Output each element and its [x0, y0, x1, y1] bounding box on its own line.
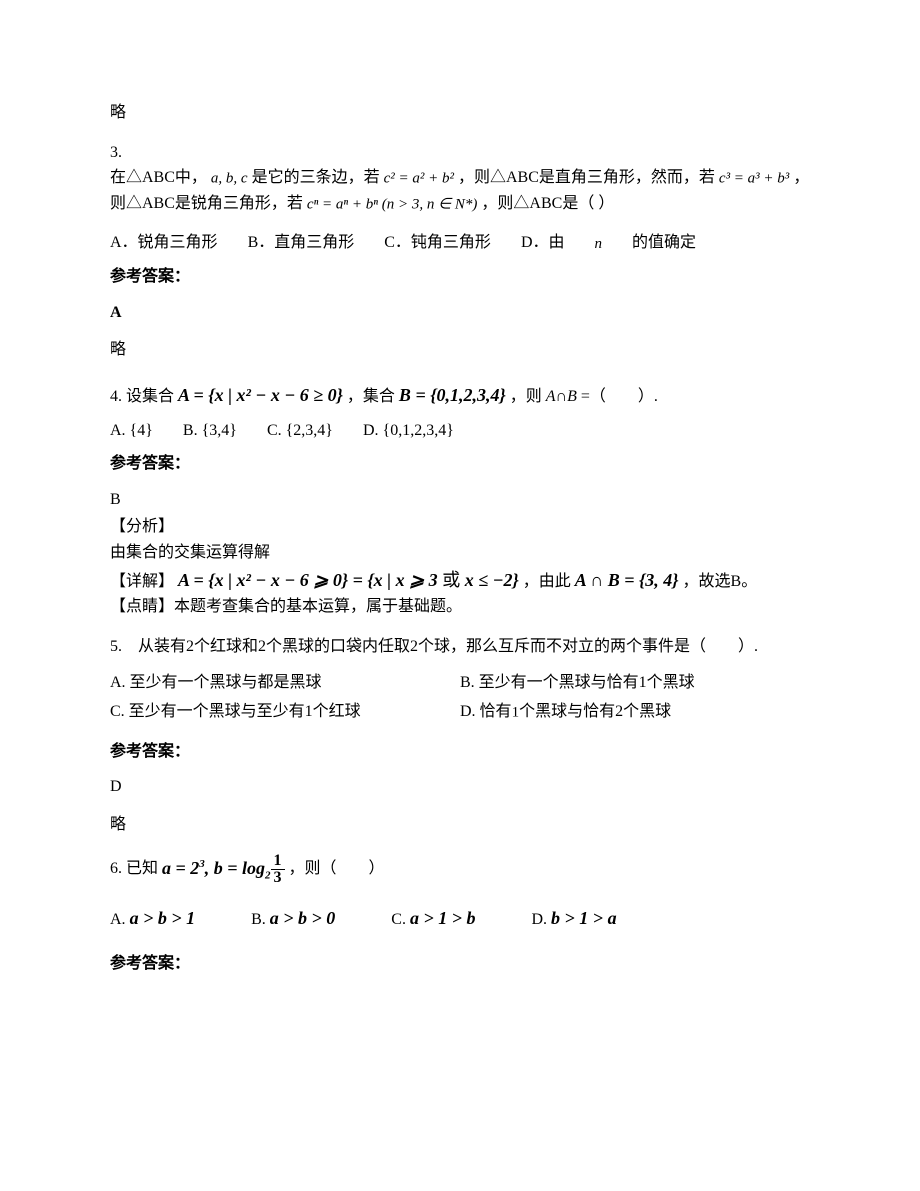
question-4: 4. 设集合 A = {x | x² − x − 6 ≥ 0} ，集合 B = … — [110, 381, 810, 620]
q3-text-c: ，则△ABC是直角三角形，然而，若 — [458, 169, 719, 186]
q5-optD: D. 恰有1个黑球与恰有2个黑球 — [460, 699, 810, 725]
q3-optB: B．直角三角形 — [248, 234, 355, 251]
q3-number: 3. — [110, 140, 810, 166]
q3-optA: A．锐角三角形 — [110, 234, 218, 251]
q6-optC: C. a > 1 > b — [391, 911, 501, 928]
q5-optA: A. 至少有一个黑球与都是黑球 — [110, 670, 460, 696]
formula-c3: c³ = a³ + b³ — [719, 171, 789, 187]
q6-optA: A. a > b > 1 — [110, 911, 221, 928]
q5-optB: B. 至少有一个黑球与恰有1个黑球 — [460, 670, 810, 696]
q6-stem: 6. 已知 a = 23, b = log2 1 3 ，则（ ） — [110, 853, 810, 886]
formula-cn: cⁿ = aⁿ + bⁿ (n > 3, n ∈ N*) — [307, 196, 478, 212]
q4-comment-text: 本题考查集合的基本运算，属于基础题。 — [174, 598, 462, 615]
abc-sides: a, b, c — [211, 171, 248, 187]
q4-options: A. {4} B. {3,4} C. {2,3,4} D. {0,1,2,3,4… — [110, 418, 810, 444]
fraction-one-third: 1 3 — [271, 853, 285, 886]
q3-optD-b: 的值确定 — [628, 234, 696, 251]
q5-number: 5. — [110, 638, 138, 655]
q3-text-a: 在△ABC中， — [110, 169, 207, 186]
q6-text-a: 已知 — [126, 861, 162, 878]
q4-optC: C. {2,3,4} — [267, 422, 333, 439]
q3-stem: 在△ABC中， a, b, c 是它的三条边，若 c² = a² + b² ，则… — [110, 165, 810, 216]
q4-optD: D. {0,1,2,3,4} — [363, 422, 454, 439]
question-6: 6. 已知 a = 23, b = log2 1 3 ，则（ ） A. a > … — [110, 853, 810, 976]
q5-optC: C. 至少有一个黑球与至少有1个红球 — [110, 699, 460, 725]
q6-optB: B. a > b > 0 — [251, 911, 361, 928]
q4-number: 4. — [110, 388, 126, 405]
q5-optD-a: D. 恰有 — [460, 703, 512, 720]
q3-text-b: 是它的三条边，若 — [252, 169, 384, 186]
q4-answer: B — [110, 487, 810, 513]
set-B: B = {0,1,2,3,4} — [399, 385, 506, 405]
question-3: 3. 在△ABC中， a, b, c 是它的三条边，若 c² = a² + b²… — [110, 140, 810, 363]
q5-answer: D — [110, 774, 810, 800]
q3-optC: C．钝角三角形 — [384, 234, 491, 251]
q6-text-b: ，则（ ） — [289, 861, 385, 878]
q4-optB: B. {3,4} — [183, 422, 237, 439]
q4-detail-end: ，故选B。 — [683, 573, 758, 590]
q2-omit: 略 — [110, 100, 810, 126]
q5-answer-label: 参考答案： — [110, 739, 810, 765]
q3-optD: D．由 n 的值确定 — [521, 234, 722, 251]
q3-answer-label: 参考答案： — [110, 264, 810, 290]
q4-detail-label: 【详解】 — [110, 573, 174, 590]
detail-result: A ∩ B = {3, 4} — [575, 570, 679, 590]
q4-analysis-label: 【分析】 — [110, 514, 810, 540]
q3-options: A．锐角三角形 B．直角三角形 C．钝角三角形 D．由 n 的值确定 — [110, 230, 810, 256]
q4-detail-mid: ，由此 — [523, 573, 575, 590]
q6-options: A. a > b > 1 B. a > b > 0 C. a > 1 > b D… — [110, 904, 810, 933]
q4-text-c: ，则 — [510, 388, 542, 405]
q4-optA: A. {4} — [110, 422, 153, 439]
q4-stem: 4. 设集合 A = {x | x² − x − 6 ≥ 0} ，集合 B = … — [110, 381, 810, 410]
set-A: A = {x | x² − x − 6 ≥ 0} — [178, 385, 343, 405]
q5-options: A. 至少有一个黑球与都是黑球 B. 至少有一个黑球与恰有1个黑球 C. 至少有… — [110, 670, 810, 729]
q4-text-a: 设集合 — [126, 388, 178, 405]
q6-number: 6. — [110, 861, 126, 878]
question-5: 5. 从装有2个红球和2个黑球的口袋内任取2个球，那么互斥而不对立的两个事件是（… — [110, 634, 810, 838]
omit-text: 略 — [110, 104, 126, 121]
frac-num: 1 — [271, 853, 285, 870]
q4-answer-label: 参考答案： — [110, 451, 810, 477]
q4-aintb: A∩B — [546, 388, 577, 405]
q3-text-e: ，则△ABC是（ ） — [481, 195, 614, 212]
q6-formula: a = 23, b = log2 1 3 — [162, 853, 285, 886]
q5-stem: 5. 从装有2个红球和2个黑球的口袋内任取2个球，那么互斥而不对立的两个事件是（… — [110, 634, 810, 660]
detail-setA: A = {x | x² − x − 6 ⩾ 0} = {x | x ⩾ 3 或 … — [178, 570, 519, 590]
q4-comment-label: 【点睛】 — [110, 598, 174, 615]
q4-detail: 【详解】 A = {x | x² − x − 6 ⩾ 0} = {x | x ⩾… — [110, 566, 810, 595]
q4-analysis-text: 由集合的交集运算得解 — [110, 540, 810, 566]
one-num: 1 — [512, 704, 520, 720]
q3-omit: 略 — [110, 337, 810, 363]
formula-c2: c² = a² + b² — [384, 171, 454, 187]
q4-comment: 【点睛】本题考查集合的基本运算，属于基础题。 — [110, 594, 810, 620]
q5-text: 从装有2个红球和2个黑球的口袋内任取2个球，那么互斥而不对立的两个事件是（ ）. — [138, 638, 758, 655]
q5-optD-b: 个黑球与恰有2个黑球 — [519, 703, 671, 720]
q3-optD-a: D．由 — [521, 234, 569, 251]
n-var: n — [595, 236, 603, 252]
q6-optD: D. b > 1 > a — [531, 911, 642, 928]
q5-omit: 略 — [110, 812, 810, 838]
q6-answer-label: 参考答案： — [110, 951, 810, 977]
q4-text-b: ，集合 — [347, 388, 399, 405]
q3-answer: A — [110, 300, 810, 326]
formula-ab: a = 23, b = log2 — [162, 854, 271, 885]
q4-text-e: =（ ）. — [581, 388, 658, 405]
frac-den: 3 — [271, 870, 285, 886]
